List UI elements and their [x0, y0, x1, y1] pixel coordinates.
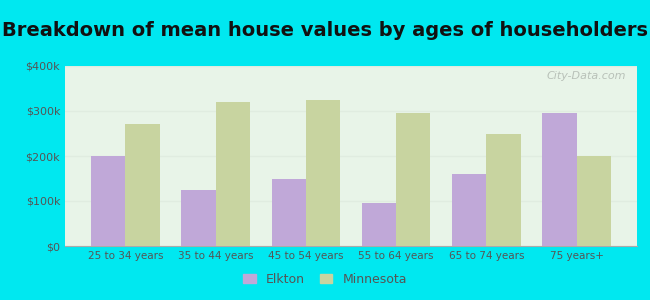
- Bar: [577, 156, 611, 246]
- Bar: [542, 113, 577, 246]
- Bar: [452, 174, 486, 246]
- Bar: [362, 203, 396, 246]
- Bar: [125, 124, 160, 246]
- Text: Breakdown of mean house values by ages of householders: Breakdown of mean house values by ages o…: [2, 21, 648, 40]
- Text: City-Data.com: City-Data.com: [546, 71, 625, 81]
- Bar: [216, 102, 250, 246]
- Bar: [306, 100, 340, 246]
- Bar: [396, 113, 430, 246]
- Bar: [272, 178, 306, 246]
- Bar: [91, 156, 125, 246]
- Bar: [486, 134, 521, 246]
- Bar: [181, 190, 216, 246]
- Legend: Elkton, Minnesota: Elkton, Minnesota: [239, 268, 411, 291]
